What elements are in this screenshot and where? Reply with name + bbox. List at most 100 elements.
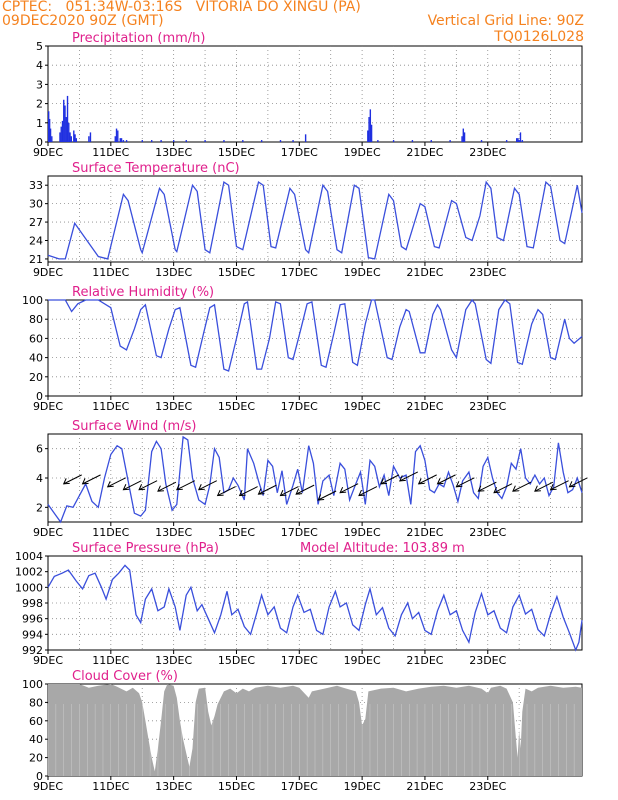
wind-arrow-head (493, 486, 501, 494)
precip-bar (377, 140, 379, 142)
precip-bar (480, 140, 483, 142)
pressure-ytick-label: 1000 (15, 581, 43, 594)
temp-series-line (47, 180, 583, 260)
cloud-ytick-label: 80 (29, 696, 43, 709)
wind-arrow-head (417, 478, 425, 485)
precip-frame (47, 45, 583, 143)
wind-arrow-head (317, 494, 325, 501)
precip-bar (141, 140, 143, 142)
pressure-ytick-label: 994 (22, 628, 43, 641)
pressure-title: Surface Pressure (hPa) (72, 541, 219, 556)
wind-series-line (47, 435, 583, 524)
precip-bar (51, 136, 53, 142)
wind-arrow-head (568, 481, 576, 488)
wind-arrow-shaft (358, 486, 378, 497)
wind-arrow-shaft (138, 480, 158, 491)
wind-arrow-shaft (157, 481, 177, 492)
temp-ytick-label: 33 (29, 179, 43, 192)
wind-arrow-shaft (493, 483, 513, 494)
precip-bar (517, 138, 519, 142)
wind-arrow-shaft (217, 486, 236, 497)
precip-bar (279, 140, 282, 142)
rh-xtick-label: 9DEC (33, 400, 63, 413)
precip-bar (505, 140, 508, 142)
precip-xtick-label: 23DEC (469, 146, 506, 159)
precip-ytick-label: 4 (36, 59, 43, 72)
precip-bar (172, 140, 175, 142)
cloud-ytick-label: 0 (36, 770, 43, 783)
temp-xtick-label: 19DEC (344, 266, 381, 279)
precip-xtick-label: 15DEC (218, 146, 255, 159)
wind-arrow-head (157, 485, 164, 492)
wind-arrow-head (106, 481, 114, 488)
temp-frame (47, 175, 583, 263)
precip-bar (65, 117, 67, 142)
wind-title: Surface Wind (m/s) (72, 419, 196, 434)
precip-bar (462, 128, 465, 142)
model-code: TQ0126L028 (494, 29, 584, 45)
precip-bar (89, 132, 92, 142)
precip-bar (120, 138, 123, 142)
precip-bar (260, 140, 263, 142)
precip-bar (125, 140, 128, 142)
wind-arrow-shaft (295, 484, 315, 495)
precip-bar (49, 128, 52, 142)
wind-arrow-head (122, 484, 130, 491)
rh-frame (47, 299, 583, 397)
precip-ytick-label: 1 (36, 117, 43, 130)
wind-arrow-shaft (239, 486, 258, 497)
pressure-xtick-label: 15DEC (218, 654, 255, 667)
rh-xtick-label: 19DEC (344, 400, 381, 413)
precip-bar (204, 140, 206, 142)
rh-xtick-label: 23DEC (469, 400, 506, 413)
precip-bar (223, 140, 225, 142)
wind-arrow-head (477, 485, 485, 492)
precip-bar (73, 130, 75, 142)
pressure-series-line (47, 564, 583, 652)
precip-bar (185, 140, 187, 142)
temp-xtick-label: 13DEC (155, 266, 192, 279)
precip-bar (88, 136, 90, 142)
precip-xtick-label: 21DEC (406, 146, 443, 159)
precip-bar (516, 138, 518, 142)
precip-bar (521, 140, 524, 142)
precip-bar (370, 124, 373, 142)
cloud-ytick-label: 40 (29, 733, 43, 746)
rh-xtick-label: 21DEC (406, 400, 443, 413)
wind-xtick-label: 19DEC (344, 526, 381, 539)
precip-bar (115, 128, 118, 142)
rh-title: Relative Humidity (%) (72, 285, 214, 300)
wind-arrow-shaft (63, 474, 82, 485)
wind-arrow-head (279, 489, 287, 497)
precip-bar (114, 136, 116, 142)
precip-xtick-label: 9DEC (33, 146, 63, 159)
pressure-ytick-label: 1002 (15, 566, 43, 579)
temp-ytick-label: 30 (29, 198, 43, 211)
wind-arrow-head (175, 484, 183, 491)
precip-bar (304, 134, 307, 142)
precip-bar (518, 140, 520, 142)
wind-arrow-head (512, 485, 519, 492)
precip-bar (367, 130, 369, 142)
rh-ytick-label: 80 (29, 313, 43, 326)
rh-xtick-label: 15DEC (218, 400, 255, 413)
wind-arrow-head (81, 478, 89, 485)
wind-arrow-shaft (456, 477, 475, 488)
wind-arrow-shaft (82, 474, 101, 485)
rh-xtick-label: 11DEC (92, 400, 129, 413)
precip-ytick-label: 2 (36, 98, 43, 111)
wind-arrow-head (358, 489, 366, 497)
wind-xtick-label: 15DEC (218, 526, 255, 539)
precip-bar (519, 132, 522, 142)
precip-ytick-label: 3 (36, 78, 43, 91)
wind-arrow-head (62, 478, 70, 485)
precip-bar (74, 134, 76, 142)
precip-bar (449, 140, 451, 142)
pressure-xtick-label: 9DEC (33, 654, 63, 667)
cloud-title: Cloud Cover (%) (72, 669, 178, 684)
rh-xtick-label: 13DEC (155, 400, 192, 413)
wind-arrow-shaft (418, 474, 437, 485)
precip-bar (119, 138, 121, 142)
cloud-xtick-label: 23DEC (469, 780, 506, 793)
